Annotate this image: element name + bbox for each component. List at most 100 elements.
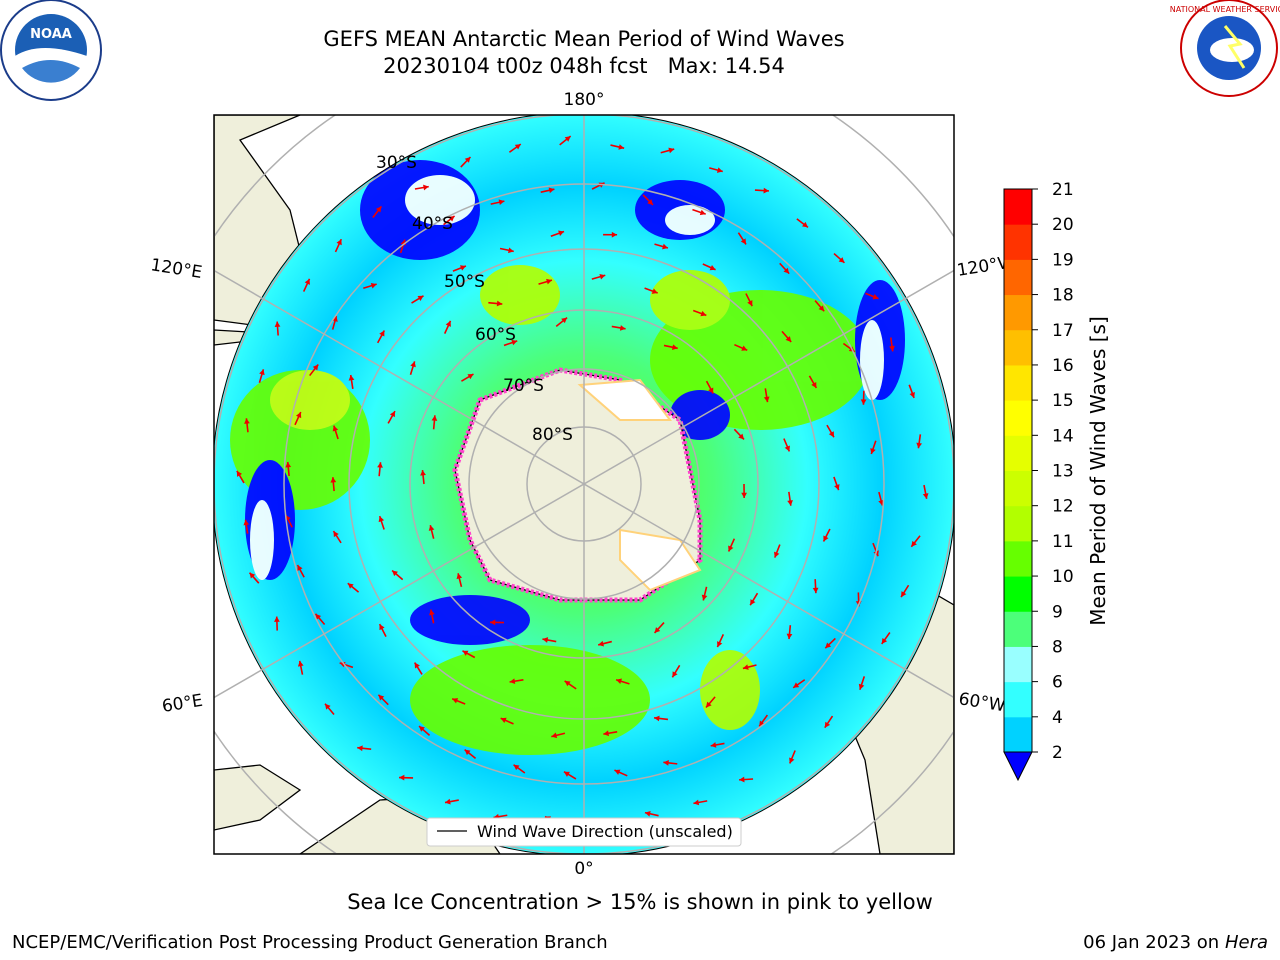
colorbar: 2 4 6 8 9 10 11 12 13 14 15 16 17 18 19 20 21 [1003,180,1074,782]
colorbar-tick-label: 2 [1052,743,1063,763]
wave-direction-arrowhead [274,321,281,327]
noaa-logo: NOAA [0,0,102,101]
wave-direction-arrowhead [462,650,469,656]
wave-direction-arrowhead [414,662,420,669]
wave-direction-arrowhead [511,339,518,346]
wave-direction-arrowhead [428,525,435,531]
wave-direction-arrowhead [922,493,929,499]
lon-label-120e: 120°E [149,255,203,283]
wave-direction-arrowhead [878,499,884,506]
wave-direction-arrowhead [243,519,250,526]
lon-label-180: 180° [564,90,605,110]
wave-direction-arrowhead [802,221,808,228]
wave-direction-arrowhead [787,500,793,506]
colorbar-segment [1004,540,1032,577]
lat-label-30s: 30°S [376,153,417,173]
wave-direction-arrowhead [619,325,626,331]
wave-direction-arrowhead [508,247,514,254]
wave-direction-arrowhead [699,209,706,216]
chart-title: GEFS MEAN Antarctic Mean Period of Wind … [323,27,845,51]
wave-direction-arrowhead [423,184,429,191]
wave-direction-arrowhead [773,551,780,558]
wave-direction-arrowhead [464,156,471,163]
wave-direction-arrowhead [498,199,505,206]
lon-label-60w: 60°W [957,689,1007,716]
wave-direction-arrowhead [333,531,339,538]
colorbar-segment [1004,716,1032,753]
nws-logo-text: NATIONAL WEATHER SERVICE [1170,5,1280,14]
wave-direction-arrowhead [793,682,800,688]
wave-direction-arrowhead [297,660,304,667]
wave-direction-arrowhead [336,239,342,246]
colorbar-tick-label: 9 [1052,602,1063,622]
wave-direction-arrowhead [811,382,817,389]
wave-direction-arrowhead [417,295,424,301]
wave-direction-arrowhead [598,640,604,647]
wave-direction-arrowhead [671,344,678,351]
map-legend: Wind Wave Direction (unscaled) [426,817,742,847]
wave-direction-arrowhead [500,717,507,724]
wave-direction-arrowhead [747,300,753,307]
wave-direction-arrowhead [763,396,770,403]
wave-direction-arrowhead [614,769,621,775]
footer-date-text: 06 Jan 2023 on [1083,932,1225,953]
wave-direction-arrowhead [370,282,377,289]
wave-direction-arrowhead [564,136,571,142]
wave-direction-arrowhead [377,462,383,468]
wave-direction-arrowhead [662,243,668,250]
colorbar-segment [1004,294,1032,331]
wave-direction-arrowhead [742,664,749,670]
wave-direction-arrowhead [763,187,769,194]
wave-direction-arrowhead [693,799,700,806]
wave-direction-arrowhead [785,336,792,342]
wave-direction-arrowhead [644,810,651,817]
wave-direction-arrowhead [709,264,716,271]
wave-direction-arrowhead [285,462,292,468]
wave-direction-arrowhead [599,273,606,280]
wave-direction-arrowhead [911,540,917,547]
wave-direction-arrowhead [647,199,653,205]
wave-direction-arrowhead [325,703,331,710]
colorbar-tick-label: 15 [1052,391,1074,411]
wave-direction-arrowhead [274,616,280,622]
wave-direction-arrowhead [297,564,303,571]
nws-logo: NATIONAL WEATHER SERVICE [1170,0,1280,97]
wave-direction-arrowhead [728,545,734,552]
colorbar-tick-label: 20 [1052,215,1074,235]
wave-direction-arrowhead [860,399,867,405]
wave-direction-arrowhead [618,144,625,150]
wave-direction-arrowhead [741,345,748,351]
wave-direction-arrowhead [858,683,865,690]
wave-direction-arrowhead [295,412,302,419]
wave-direction-arrowhead [818,305,825,312]
graticule [214,115,954,854]
wave-direction-arrowhead [464,749,471,756]
wave-direction-arrowhead [456,573,463,580]
wave-direction-arrowhead [716,167,723,173]
wave-direction-arrowhead [564,680,571,687]
wave-direction-arrowhead [701,594,708,601]
wave-direction-arrowhead [304,278,310,285]
wave-direction-arrowhead [378,516,385,523]
wave-direction-arrowhead [244,418,250,424]
wind-wave-direction-arrows [236,135,929,830]
wave-direction-arrowhead [739,776,745,783]
wave-direction-arrowhead [249,572,256,579]
colorbar-tick-label: 4 [1052,708,1063,728]
wave-direction-arrowhead [881,637,888,644]
wave-direction-arrowhead [444,798,451,805]
colorbar-segment [1004,611,1032,647]
lon-label-60e: 60°E [161,691,205,717]
wave-direction-arrowhead [514,144,521,150]
colorbar-tick-label: 11 [1052,532,1074,552]
wave-direction-arrowhead [708,387,714,394]
colorbar-segment [1004,224,1032,260]
wave-direction-arrowhead [410,361,416,368]
wave-direction-arrowhead [379,330,385,337]
wave-direction-arrowhead [419,726,425,732]
wave-direction-arrowhead [379,624,385,631]
wave-direction-arrowhead [357,745,363,752]
colorbar-segment [1004,435,1032,471]
colorbar-under-triangle [1003,751,1033,782]
wave-direction-arrowhead [548,187,555,194]
